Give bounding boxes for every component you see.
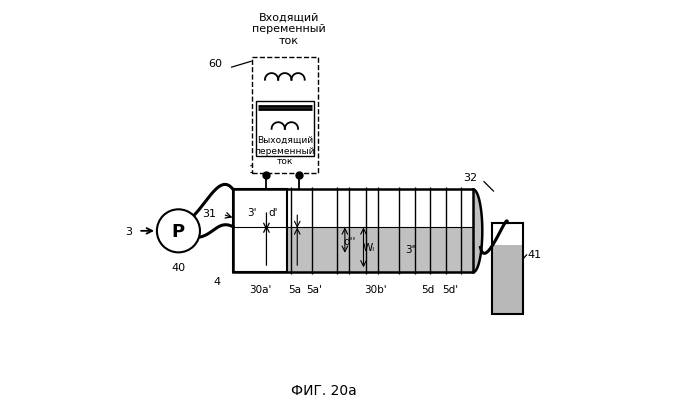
Bar [256, 102, 314, 157]
Polygon shape [473, 190, 482, 273]
Text: 32: 32 [463, 173, 477, 183]
Text: Входящий
переменный
ток: Входящий переменный ток [252, 12, 326, 45]
Text: 5d: 5d [421, 284, 434, 294]
Bar [492, 223, 523, 314]
Text: 3": 3" [406, 244, 417, 254]
Text: 1: 1 [249, 164, 256, 174]
Text: 30b': 30b' [364, 284, 387, 294]
Text: 30a': 30a' [248, 284, 272, 294]
Text: 5a: 5a [289, 284, 302, 294]
Text: 41: 41 [528, 250, 542, 260]
Text: 5: 5 [309, 164, 315, 174]
Text: Wₗ: Wₗ [362, 243, 374, 253]
Bar [233, 227, 287, 273]
Bar [492, 246, 523, 314]
Text: d'': d'' [343, 237, 356, 247]
Text: 40: 40 [172, 262, 186, 272]
Text: 60: 60 [209, 59, 223, 69]
Bar [233, 227, 473, 273]
Bar [233, 190, 287, 273]
Bar [233, 190, 473, 227]
Circle shape [157, 210, 200, 253]
Bar [233, 190, 287, 227]
Text: Выходящий
переменный
ток: Выходящий переменный ток [255, 136, 315, 166]
Bar [252, 58, 318, 173]
Text: 5a': 5a' [306, 284, 322, 294]
Text: 4: 4 [213, 276, 220, 286]
Text: 3: 3 [125, 226, 132, 236]
Text: 5d': 5d' [443, 284, 459, 294]
Text: 31: 31 [202, 208, 216, 218]
Text: P: P [172, 222, 185, 240]
Text: d': d' [269, 208, 279, 218]
Text: 3': 3' [247, 208, 256, 218]
Bar [233, 190, 473, 273]
Bar [252, 58, 318, 173]
Text: ФИГ. 20а: ФИГ. 20а [291, 383, 357, 397]
